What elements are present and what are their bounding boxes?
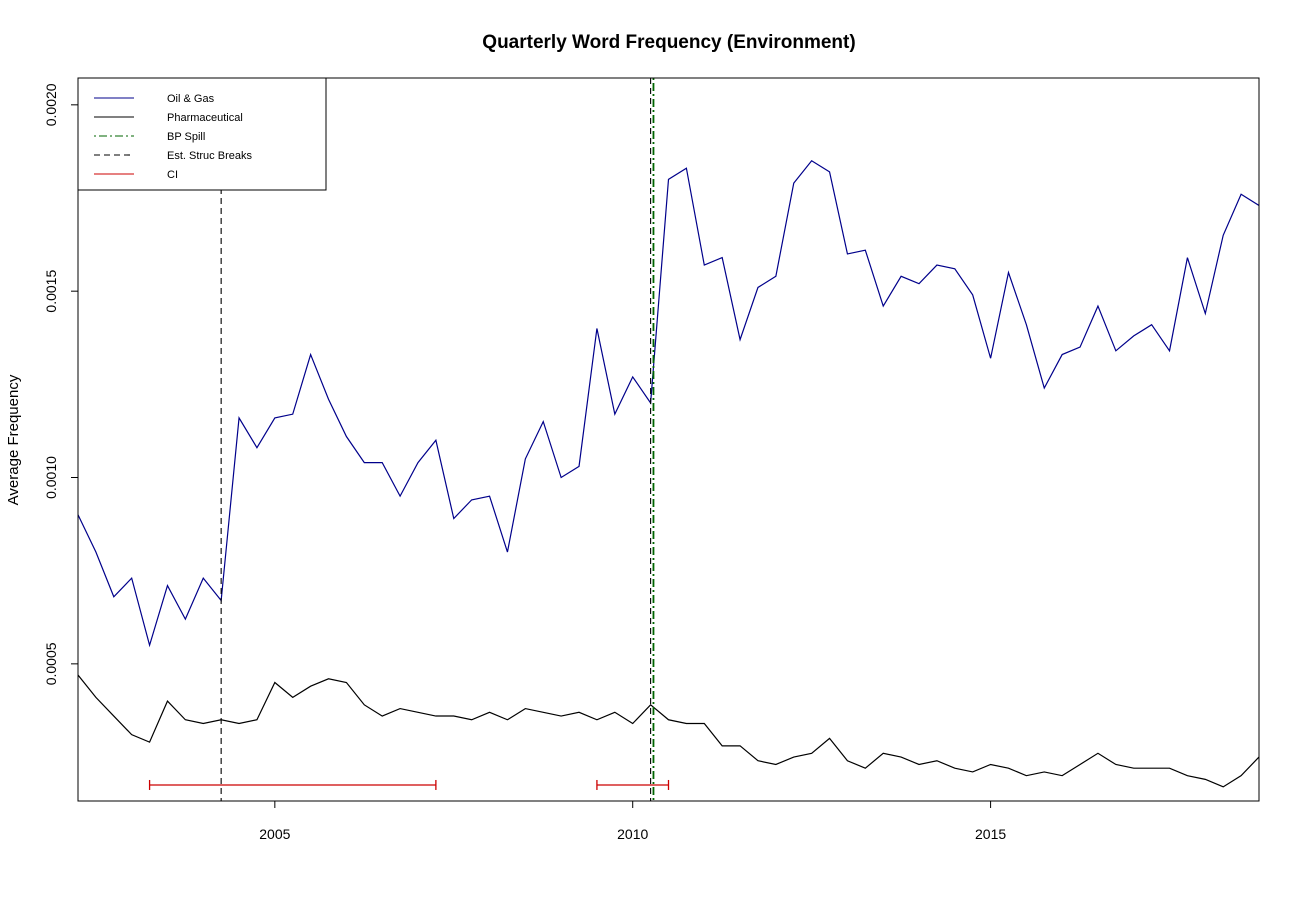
legend: Oil & Gas Pharmaceutical BP Spill Est. Stru… (77, 77, 327, 191)
legend-label: Oil & Gas (167, 93, 215, 105)
x-tick-label: 2015 (975, 826, 1006, 842)
y-axis-label: Average Frequency (5, 374, 22, 505)
chart-title: Quarterly Word Frequency (Environment) (482, 32, 855, 53)
legend-label: Pharmaceutical (167, 112, 243, 124)
legend-label: BP Spill (167, 131, 205, 143)
series-line-pharmaceutical (78, 674, 1259, 788)
ci-bar-0 (148, 779, 437, 790)
x-tick-label: 2005 (259, 826, 290, 842)
legend-label: Est. Struc Breaks (167, 150, 252, 162)
legend-box (77, 77, 327, 191)
ci-bar-1 (596, 779, 670, 790)
x-tick-label: 2010 (617, 826, 648, 842)
plot-border (77, 77, 1260, 802)
y-tick-label: 0.0005 (43, 642, 59, 685)
series-line-oil-gas (78, 159, 1259, 648)
legend-label: CI (167, 169, 178, 181)
axes: 2005 2010 2015 0.0005 0.0010 0.0015 0.0020 (43, 83, 1006, 842)
y-tick-label: 0.0020 (43, 83, 59, 126)
y-tick-label: 0.0015 (43, 270, 59, 313)
plot-clip-group (78, 78, 1259, 801)
plot-area (78, 78, 1259, 801)
y-tick-label: 0.0010 (43, 456, 59, 499)
